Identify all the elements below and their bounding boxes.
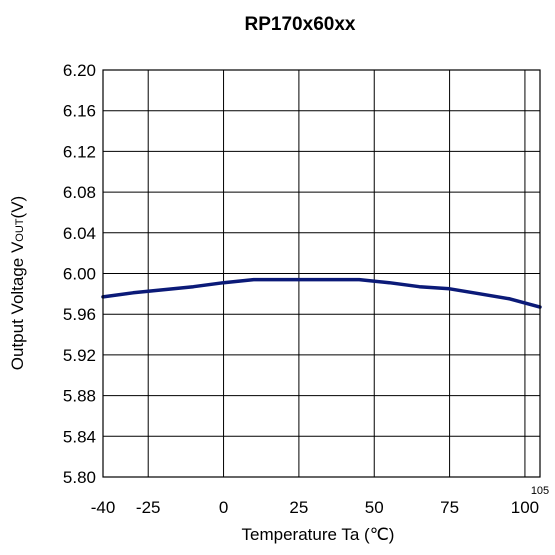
- chart-title: RP170x60xx: [245, 14, 356, 35]
- plot-series: [101, 277, 542, 309]
- x-tick-label: 100: [511, 498, 539, 517]
- x-axis-label: Temperature Ta (℃): [242, 525, 395, 544]
- y-tick-label: 5.96: [63, 305, 96, 324]
- y-axis-label-subscript: OUT: [14, 218, 26, 242]
- series-line: [101, 277, 542, 309]
- y-axis-label-main: Output Voltage V: [8, 241, 27, 370]
- y-tick-label: 6.16: [63, 102, 96, 121]
- y-tick-label: 6.04: [63, 224, 96, 243]
- y-tick-label: 6.12: [63, 142, 96, 161]
- y-axis-label: Output Voltage VOUT(V): [8, 196, 27, 370]
- y-tick-label: 5.84: [63, 427, 96, 446]
- x-tick-label: 25: [289, 498, 308, 517]
- x-tick-label: 0: [219, 498, 228, 517]
- y-tick-label: 5.80: [63, 468, 96, 487]
- y-tick-label: 5.92: [63, 346, 96, 365]
- y-tick-label: 6.00: [63, 265, 96, 284]
- y-tick-label: 6.08: [63, 183, 96, 202]
- y-tick-label: 5.88: [63, 387, 96, 406]
- y-tick-label: 6.20: [63, 61, 96, 80]
- x-tick-label: -25: [136, 498, 161, 517]
- grid-lines: [103, 69, 540, 478]
- y-axis-label-unit: (V): [8, 196, 27, 219]
- x-tick-labels: -40 -25 0 25 50 75 100: [91, 498, 539, 517]
- x-tick-label: -40: [91, 498, 116, 517]
- x-max-label: 105: [531, 485, 549, 497]
- y-tick-labels: 5.80 5.84 5.88 5.92 5.96 6.00 6.04 6.08 6.12 6.16…: [63, 61, 96, 487]
- x-tick-label: 75: [440, 498, 459, 517]
- x-tick-label: 50: [365, 498, 384, 517]
- plot-frame: [102, 69, 541, 478]
